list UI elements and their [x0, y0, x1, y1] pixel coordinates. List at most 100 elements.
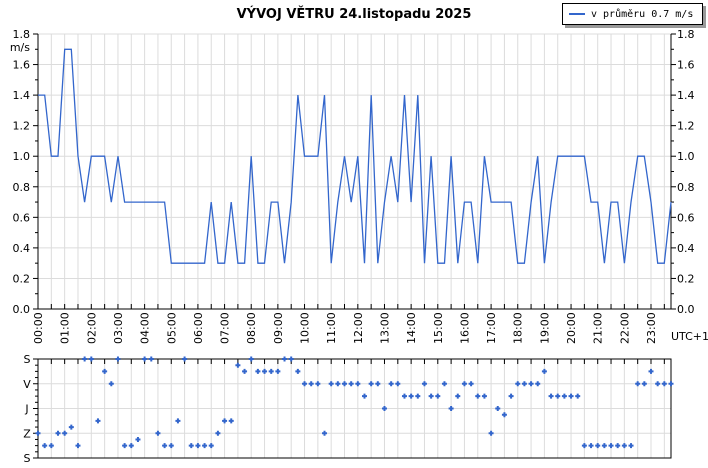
direction-point: [135, 436, 141, 442]
direction-point: [508, 393, 514, 399]
direction-point: [295, 368, 301, 374]
direction-point: [395, 381, 401, 387]
legend-label: v průměru 0.7 m/s: [591, 8, 694, 20]
x-tick-label: 04:00: [139, 312, 152, 344]
direction-point: [461, 381, 467, 387]
direction-point: [115, 356, 121, 362]
direction-point: [615, 443, 621, 449]
direction-point: [128, 443, 134, 449]
x-tick-label: 07:00: [219, 312, 232, 344]
direction-point: [335, 381, 341, 387]
x-tick-label: 20:00: [565, 312, 578, 344]
direction-point: [548, 393, 554, 399]
direction-point: [275, 368, 281, 374]
y-tick-label: 1.0: [13, 150, 31, 163]
direction-point: [421, 381, 427, 387]
direction-point: [475, 393, 481, 399]
direction-point: [601, 443, 607, 449]
y-tick-label-right: 0.6: [677, 211, 695, 224]
direction-point: [648, 368, 654, 374]
direction-point: [375, 381, 381, 387]
x-tick-label: 17:00: [485, 312, 498, 344]
y-tick-label: 0.4: [13, 242, 31, 255]
direction-point: [208, 443, 214, 449]
direction-point: [188, 443, 194, 449]
direction-point: [608, 443, 614, 449]
direction-point: [242, 368, 248, 374]
y-tick-label-right: 1.0: [677, 150, 695, 163]
x-tick-label: 16:00: [458, 312, 471, 344]
x-tick-label: 13:00: [378, 312, 391, 344]
direction-point: [468, 381, 474, 387]
direction-point: [515, 381, 521, 387]
direction-point: [142, 356, 148, 362]
direction-point: [328, 381, 334, 387]
x-tick-label: 19:00: [538, 312, 551, 344]
direction-point: [315, 381, 321, 387]
direction-point: [575, 393, 581, 399]
direction-point: [435, 393, 441, 399]
y-tick-label-right: 1.6: [677, 59, 695, 72]
x-tick-label: 23:00: [645, 312, 658, 344]
direction-point: [668, 381, 674, 387]
direction-label: Z: [23, 427, 31, 440]
chart-title: VÝVOJ VĚTRU 24.listopadu 2025: [236, 7, 472, 22]
direction-point: [262, 368, 268, 374]
x-tick-label: 21:00: [592, 312, 605, 344]
y-tick-label: 1.4: [13, 89, 31, 102]
direction-point: [501, 412, 507, 418]
direction-point: [282, 356, 288, 362]
direction-label: J: [24, 403, 28, 416]
direction-point: [248, 356, 254, 362]
direction-point: [288, 356, 294, 362]
direction-point: [368, 381, 374, 387]
direction-point: [528, 381, 534, 387]
direction-point: [641, 381, 647, 387]
direction-point: [408, 393, 414, 399]
x-tick-label: 10:00: [299, 312, 312, 344]
direction-point: [581, 443, 587, 449]
direction-point: [561, 393, 567, 399]
y-tick-label: 0.0: [13, 303, 31, 316]
direction-point: [235, 362, 241, 368]
direction-point: [588, 443, 594, 449]
x-tick-label: 15:00: [432, 312, 445, 344]
x-tick-label: 00:00: [32, 312, 45, 344]
direction-point: [195, 443, 201, 449]
direction-point: [68, 424, 74, 430]
direction-point: [268, 368, 274, 374]
direction-point: [62, 430, 68, 436]
direction-point: [495, 406, 501, 411]
y-tick-label-right: 1.8: [677, 28, 695, 41]
direction-point: [595, 443, 601, 449]
direction-point: [521, 381, 527, 387]
direction-point: [381, 406, 387, 411]
direction-point: [355, 381, 361, 387]
x-tick-label: 06:00: [192, 312, 205, 344]
direction-point: [628, 443, 634, 449]
x-tick-label: 14:00: [405, 312, 418, 344]
direction-point: [488, 430, 494, 436]
y-tick-label: 0.2: [13, 272, 31, 285]
direction-point: [541, 368, 547, 374]
direction-point: [655, 381, 661, 387]
direction-point: [621, 443, 627, 449]
speed-series-line: [38, 48, 672, 264]
y-tick-label-right: 0.0: [677, 303, 695, 316]
y-tick-label-right: 1.2: [677, 120, 695, 133]
y-tick-label: 1.8: [13, 28, 31, 41]
direction-point: [75, 443, 81, 449]
x-tick-label: 02:00: [85, 312, 98, 344]
x-axis-label: UTC+1: [671, 330, 708, 343]
direction-point: [568, 393, 574, 399]
direction-point: [661, 381, 667, 387]
direction-point: [182, 356, 188, 362]
direction-point: [215, 430, 221, 436]
direction-plot-frame: [37, 358, 672, 459]
direction-point: [342, 381, 348, 387]
direction-point: [162, 443, 168, 449]
direction-point: [388, 381, 394, 387]
direction-point: [635, 381, 641, 387]
direction-point: [448, 406, 454, 411]
